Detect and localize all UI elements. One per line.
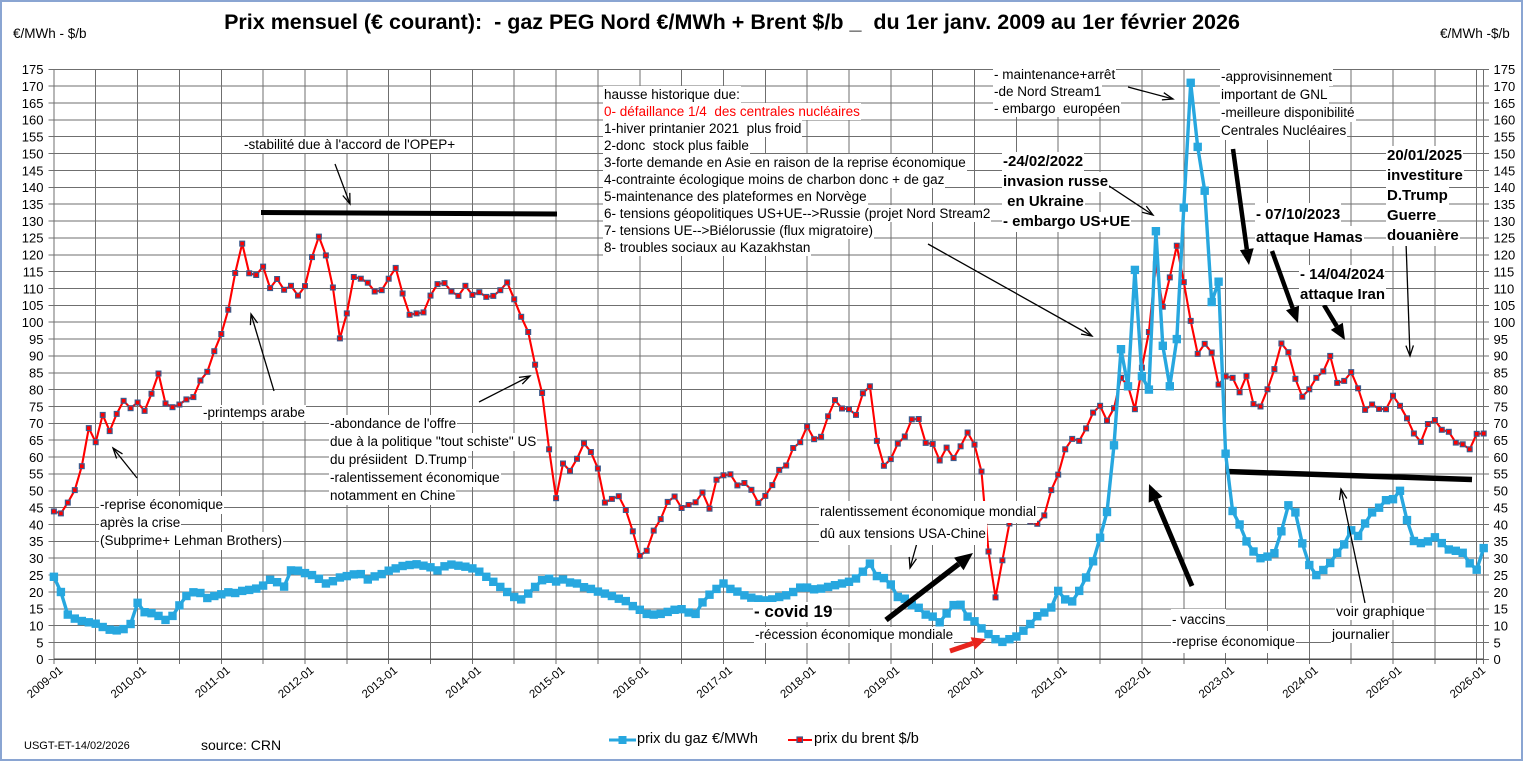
svg-text:2010-01: 2010-01 <box>109 665 149 701</box>
svg-text:2019-01: 2019-01 <box>862 665 902 701</box>
svg-text:95: 95 <box>29 332 43 347</box>
svg-text:2014-01: 2014-01 <box>444 665 484 701</box>
svg-text:2018-01: 2018-01 <box>778 665 818 701</box>
svg-text:100: 100 <box>22 315 44 330</box>
svg-text:0: 0 <box>36 652 43 667</box>
svg-text:2022-01: 2022-01 <box>1113 665 1153 701</box>
svg-text:175: 175 <box>22 62 44 77</box>
svg-text:150: 150 <box>22 146 44 161</box>
svg-text:15: 15 <box>1494 602 1508 617</box>
svg-text:70: 70 <box>29 416 43 431</box>
svg-text:30: 30 <box>1494 551 1508 566</box>
svg-text:115: 115 <box>1494 264 1515 279</box>
svg-text:145: 145 <box>22 163 44 178</box>
svg-text:85: 85 <box>1494 366 1508 381</box>
svg-text:90: 90 <box>29 349 43 364</box>
svg-text:55: 55 <box>29 467 43 482</box>
svg-text:5: 5 <box>36 635 43 650</box>
svg-text:120: 120 <box>1494 248 1516 263</box>
svg-text:40: 40 <box>29 517 43 532</box>
svg-text:120: 120 <box>22 248 44 263</box>
svg-text:30: 30 <box>29 551 43 566</box>
svg-text:65: 65 <box>29 433 43 448</box>
svg-text:50: 50 <box>29 484 43 499</box>
svg-text:135: 135 <box>1494 197 1516 212</box>
svg-text:60: 60 <box>1494 450 1508 465</box>
svg-text:2025-01: 2025-01 <box>1364 665 1404 701</box>
svg-text:70: 70 <box>1494 416 1508 431</box>
svg-text:155: 155 <box>1494 130 1516 145</box>
svg-text:85: 85 <box>29 366 43 381</box>
svg-text:160: 160 <box>22 113 44 128</box>
svg-text:105: 105 <box>22 298 44 313</box>
svg-text:165: 165 <box>1494 96 1516 111</box>
svg-text:50: 50 <box>1494 484 1508 499</box>
svg-text:2015-01: 2015-01 <box>527 665 567 701</box>
svg-text:170: 170 <box>22 79 44 94</box>
svg-text:2023-01: 2023-01 <box>1197 665 1237 701</box>
svg-text:110: 110 <box>23 281 44 296</box>
svg-text:160: 160 <box>1494 113 1516 128</box>
svg-text:0: 0 <box>1494 652 1501 667</box>
svg-text:35: 35 <box>1494 534 1508 549</box>
svg-text:115: 115 <box>23 264 44 279</box>
svg-text:125: 125 <box>22 231 44 246</box>
svg-text:2016-01: 2016-01 <box>611 665 651 701</box>
svg-text:80: 80 <box>1494 382 1508 397</box>
svg-text:10: 10 <box>1494 619 1508 634</box>
svg-text:165: 165 <box>22 96 44 111</box>
svg-text:2013-01: 2013-01 <box>360 665 400 701</box>
svg-text:75: 75 <box>1494 399 1508 414</box>
svg-text:95: 95 <box>1494 332 1508 347</box>
svg-text:130: 130 <box>1494 214 1516 229</box>
svg-text:55: 55 <box>1494 467 1508 482</box>
svg-text:5: 5 <box>1494 635 1501 650</box>
svg-text:175: 175 <box>1494 62 1516 77</box>
svg-text:110: 110 <box>1494 281 1515 296</box>
svg-text:20: 20 <box>29 585 43 600</box>
svg-text:2009-01: 2009-01 <box>25 665 65 701</box>
svg-text:2017-01: 2017-01 <box>695 665 735 701</box>
svg-text:105: 105 <box>1494 298 1516 313</box>
svg-text:2012-01: 2012-01 <box>276 665 316 701</box>
svg-text:20: 20 <box>1494 585 1508 600</box>
svg-text:65: 65 <box>1494 433 1508 448</box>
svg-text:125: 125 <box>1494 231 1516 246</box>
svg-text:45: 45 <box>1494 501 1508 516</box>
svg-text:25: 25 <box>1494 568 1508 583</box>
svg-text:60: 60 <box>29 450 43 465</box>
svg-text:15: 15 <box>29 602 43 617</box>
svg-text:2011-01: 2011-01 <box>193 665 232 701</box>
svg-text:2020-01: 2020-01 <box>946 665 986 701</box>
svg-text:155: 155 <box>22 130 44 145</box>
svg-text:45: 45 <box>29 501 43 516</box>
svg-text:75: 75 <box>29 399 43 414</box>
svg-text:140: 140 <box>22 180 44 195</box>
svg-text:145: 145 <box>1494 163 1516 178</box>
svg-text:90: 90 <box>1494 349 1508 364</box>
svg-text:170: 170 <box>1494 79 1516 94</box>
svg-text:2021-01: 2021-01 <box>1030 665 1070 701</box>
svg-text:150: 150 <box>1494 146 1516 161</box>
svg-text:140: 140 <box>1494 180 1516 195</box>
svg-text:100: 100 <box>1494 315 1516 330</box>
svg-text:130: 130 <box>22 214 44 229</box>
svg-text:25: 25 <box>29 568 43 583</box>
svg-text:2024-01: 2024-01 <box>1281 665 1321 701</box>
svg-text:80: 80 <box>29 382 43 397</box>
svg-text:35: 35 <box>29 534 43 549</box>
svg-text:135: 135 <box>22 197 44 212</box>
svg-text:2026-01: 2026-01 <box>1448 665 1488 701</box>
svg-text:10: 10 <box>29 619 43 634</box>
svg-text:40: 40 <box>1494 517 1508 532</box>
